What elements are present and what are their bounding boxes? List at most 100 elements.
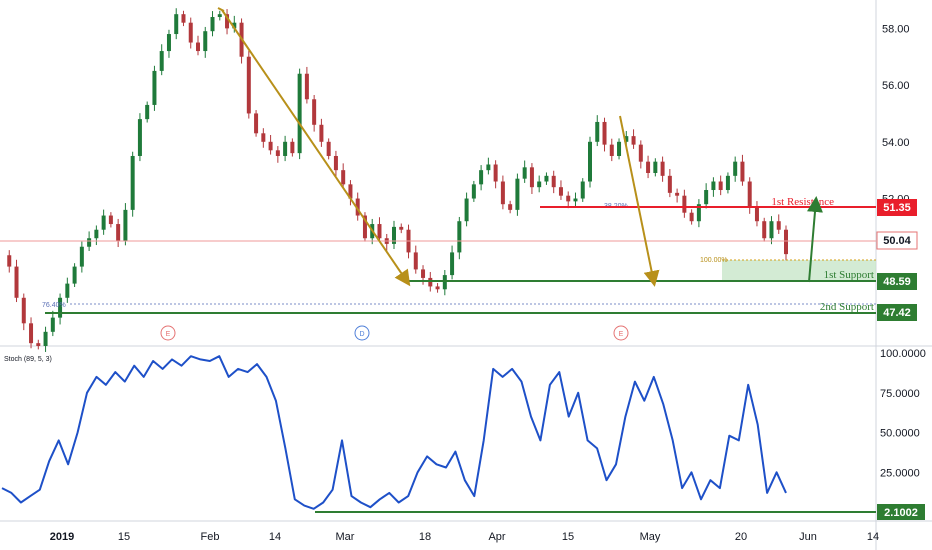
candle-body bbox=[348, 184, 353, 199]
svg-text:48.59: 48.59 bbox=[883, 276, 911, 288]
resistance-label: 1st Resistance bbox=[771, 196, 834, 208]
candle-body bbox=[399, 226, 404, 230]
stoch-group bbox=[1, 355, 787, 510]
candle-body bbox=[747, 181, 752, 208]
time-tick-label: Apr bbox=[488, 531, 505, 543]
rise-arrow[interactable] bbox=[807, 196, 823, 283]
candle-body bbox=[776, 221, 781, 230]
candle-body bbox=[725, 175, 730, 191]
candle-body bbox=[762, 221, 767, 239]
time-tick-label: Jun bbox=[799, 531, 817, 543]
candle-body bbox=[268, 141, 273, 151]
time-tick-label: Feb bbox=[201, 531, 220, 543]
time-tick-label: 18 bbox=[419, 531, 431, 543]
candle-body bbox=[203, 31, 208, 52]
time-tick-label: 15 bbox=[562, 531, 574, 543]
event-marker-d[interactable]: D bbox=[354, 325, 370, 341]
candle-body bbox=[413, 252, 418, 270]
candle-body bbox=[609, 144, 614, 156]
candle-body bbox=[43, 331, 48, 346]
candle-body bbox=[50, 317, 55, 332]
candle-body bbox=[225, 14, 230, 29]
candle-body bbox=[696, 204, 701, 222]
candle-body bbox=[624, 136, 629, 142]
candle-body bbox=[566, 195, 571, 202]
target-zone bbox=[722, 260, 876, 281]
candle-body bbox=[733, 161, 738, 176]
candle-body bbox=[304, 73, 309, 100]
svg-text:2.1002: 2.1002 bbox=[884, 507, 918, 519]
candle-body bbox=[58, 297, 63, 318]
candle-body bbox=[94, 229, 99, 239]
candle-body bbox=[312, 99, 317, 125]
stoch-tick-label: 50.0000 bbox=[880, 428, 920, 440]
event-marker-e1[interactable]: E bbox=[160, 325, 176, 341]
support1-label: 1st Support bbox=[824, 269, 874, 281]
fib-76-label: 76.40% bbox=[42, 302, 66, 309]
candle-body bbox=[341, 170, 346, 185]
candle-body bbox=[377, 224, 382, 239]
stoch-pane[interactable] bbox=[0, 346, 876, 521]
candle-body bbox=[740, 161, 745, 182]
drop-arrow-1[interactable] bbox=[221, 9, 411, 287]
time-tick-label: 2019 bbox=[50, 531, 74, 543]
candle-body bbox=[631, 136, 636, 145]
candle-body bbox=[392, 226, 396, 244]
candle-body bbox=[646, 161, 651, 173]
time-axis[interactable]: 2019 15 Feb 14 Mar 18 Apr 15 May 20 Jun 14 bbox=[50, 531, 879, 543]
price-tick-label: 56.00 bbox=[882, 80, 910, 92]
candle-body bbox=[667, 175, 672, 193]
candle-body bbox=[595, 121, 600, 142]
drop-arrow-2[interactable] bbox=[619, 115, 660, 287]
candle-body bbox=[486, 164, 491, 171]
candle-body bbox=[326, 141, 331, 156]
stoch-axis[interactable]: 100.0000 75.0000 50.0000 25.0000 bbox=[880, 348, 926, 479]
candle-body bbox=[450, 252, 455, 276]
stoch-tick-label: 100.0000 bbox=[880, 348, 926, 360]
candle-body bbox=[421, 269, 426, 278]
candle-body bbox=[493, 164, 498, 182]
candle-body bbox=[660, 161, 665, 176]
candle-body bbox=[558, 187, 563, 196]
candle-body bbox=[573, 198, 578, 202]
candle-body bbox=[551, 175, 556, 188]
candle-body bbox=[784, 229, 788, 255]
candle-body bbox=[65, 283, 70, 298]
candle-body bbox=[718, 181, 723, 191]
candle-body bbox=[319, 124, 324, 142]
time-tick-label: May bbox=[640, 531, 661, 543]
stoch-tick-label: 25.0000 bbox=[880, 467, 920, 479]
candle-body bbox=[682, 195, 687, 213]
candle-body bbox=[181, 14, 186, 23]
candle-body bbox=[275, 150, 280, 156]
candle-body bbox=[471, 184, 476, 199]
support2-price-tag: 47.42 bbox=[877, 304, 917, 321]
stoch-title[interactable]: Stoch (89, 5, 3) bbox=[4, 356, 52, 363]
candle-body bbox=[123, 209, 128, 242]
candle-body bbox=[261, 133, 266, 142]
stoch-value-tag: 2.1002 bbox=[877, 504, 925, 520]
candle-body bbox=[196, 42, 200, 52]
candle-body bbox=[333, 155, 338, 171]
price-tick-label: 54.00 bbox=[882, 137, 910, 149]
candle-body bbox=[638, 144, 643, 162]
candle-body bbox=[508, 204, 513, 210]
candle-body bbox=[479, 170, 484, 185]
candle-body bbox=[290, 141, 295, 154]
candle-body bbox=[116, 224, 121, 242]
time-tick-label: 15 bbox=[118, 531, 130, 543]
time-tick-label: 20 bbox=[735, 531, 747, 543]
candle-body bbox=[87, 238, 92, 247]
candle-body bbox=[79, 246, 84, 267]
stoch-line bbox=[1, 355, 787, 510]
svg-text:47.42: 47.42 bbox=[883, 307, 911, 319]
candle-body bbox=[442, 275, 447, 290]
candle-body bbox=[159, 51, 164, 71]
candle-body bbox=[36, 343, 41, 346]
candle-body bbox=[653, 161, 658, 173]
candle-body bbox=[217, 14, 222, 18]
candle-body bbox=[689, 212, 694, 222]
event-marker-e2[interactable]: E bbox=[613, 325, 629, 341]
candle-body bbox=[769, 221, 774, 239]
